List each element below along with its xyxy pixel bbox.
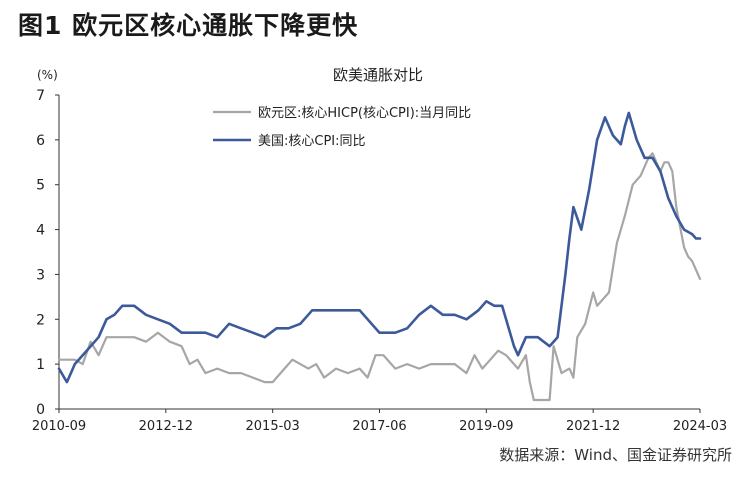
y-tick-label: 6	[36, 133, 45, 149]
series-line-us-core-cpi	[57, 111, 702, 384]
plot-area	[57, 111, 702, 402]
x-tick-label: 2010-09	[32, 419, 86, 434]
axes: 0 1 2 3 4 5 6 7 2010-09 2012-12 2015-03 2017-06 2019…	[32, 88, 727, 434]
y-tick-label: 2	[36, 312, 45, 328]
legend-label: 欧元区:核心HICP(核心CPI):当月同比	[258, 106, 471, 121]
y-tick-label: 4	[36, 223, 45, 239]
y-tick-label: 5	[36, 178, 45, 194]
y-tick-label: 3	[36, 267, 45, 283]
x-tick-label: 2024-03	[673, 419, 727, 434]
legend-label: 美国:核心CPI:同比	[258, 134, 366, 149]
y-tick-label: 7	[36, 88, 45, 104]
x-tick-label: 2019-09	[459, 419, 513, 434]
y-axis-unit: (%)	[37, 68, 58, 82]
series-line-euro-core-hicp	[57, 152, 702, 402]
x-tick-label: 2017-06	[352, 419, 406, 434]
x-tick-label: 2015-03	[246, 419, 300, 434]
x-tick-label: 2012-12	[139, 419, 193, 434]
y-tick-label: 0	[36, 402, 45, 418]
figure-title: 图1 欧元区核心通胀下降更快	[18, 11, 359, 40]
chart-title: 欧美通胀对比	[333, 66, 423, 84]
data-source: 数据来源：Wind、国金证券研究所	[499, 446, 732, 464]
x-tick-label: 2021-12	[566, 419, 620, 434]
y-tick-label: 1	[36, 357, 45, 373]
